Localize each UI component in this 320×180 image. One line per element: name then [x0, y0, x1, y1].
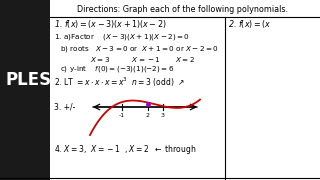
Text: 2: 2	[146, 113, 150, 118]
Text: 3. +/-: 3. +/-	[54, 102, 76, 111]
Text: $X=3$          $X=-1$       $X=2$: $X=3$ $X=-1$ $X=2$	[90, 55, 195, 64]
Text: 2. LT $= x \cdot x \cdot x = x^3$  $n=3$ (odd) $\nearrow$: 2. LT $= x \cdot x \cdot x = x^3$ $n=3$ …	[54, 75, 185, 89]
Text: 2. $f(x) = (x$: 2. $f(x) = (x$	[228, 18, 272, 30]
Bar	[50, 0, 320, 180]
Text: 3: 3	[161, 113, 165, 118]
Bar	[0, 0, 50, 180]
Text: b) roots   $X-3=0$ or  $X+1=0$ or $X-2=0$: b) roots $X-3=0$ or $X+1=0$ or $X-2=0$	[60, 44, 219, 54]
Text: Directions: Graph each of the following polynomials.: Directions: Graph each of the following …	[77, 4, 289, 14]
Text: 1. a)Factor    $(X-3)(X+1)(X-2)=0$: 1. a)Factor $(X-3)(X+1)(X-2)=0$	[54, 32, 190, 42]
Text: c) y-int    $f(0)=(-3)(1)(-2)=6$: c) y-int $f(0)=(-3)(1)(-2)=6$	[60, 64, 174, 74]
Text: -1: -1	[119, 113, 125, 118]
Text: 1. $f(x) = (x-3)(x+1)(x-2)$: 1. $f(x) = (x-3)(x+1)(x-2)$	[54, 18, 167, 30]
Text: 4. $X=3$,  $X=-1$  , $X=2$  $\leftarrow$ through: 4. $X=3$, $X=-1$ , $X=2$ $\leftarrow$ th…	[54, 143, 196, 156]
Text: PLES: PLES	[5, 71, 51, 89]
